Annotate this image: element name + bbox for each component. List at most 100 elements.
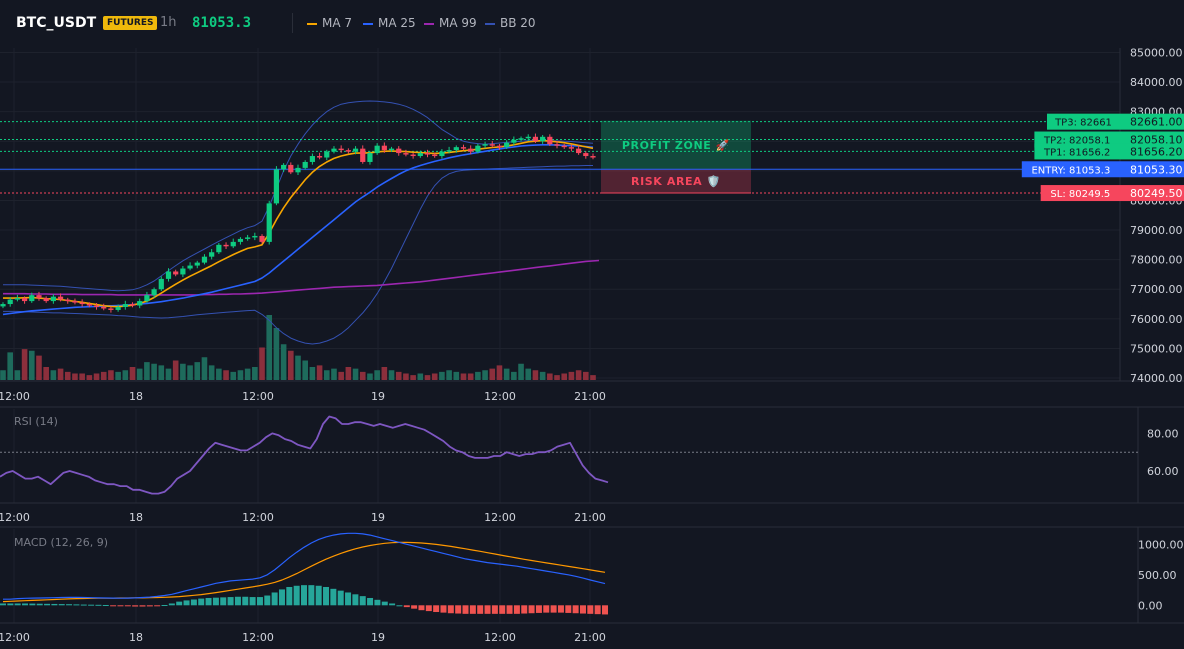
candle-body[interactable] xyxy=(14,298,20,300)
candle-body[interactable] xyxy=(518,138,524,140)
candle-body[interactable] xyxy=(7,299,13,305)
candle-body[interactable] xyxy=(36,295,42,299)
interval-selector[interactable]: 1h xyxy=(160,15,177,30)
legend-bb20[interactable]: BB 20 xyxy=(485,16,536,30)
candle-body[interactable] xyxy=(43,298,49,302)
candle-body[interactable] xyxy=(281,164,287,170)
candle-body[interactable] xyxy=(194,262,200,266)
candle-body[interactable] xyxy=(79,302,85,305)
candle-body[interactable] xyxy=(367,153,373,162)
candle-body[interactable] xyxy=(295,167,301,173)
candle-body[interactable] xyxy=(338,148,344,151)
candle-body[interactable] xyxy=(309,156,315,162)
candle-body[interactable] xyxy=(453,147,459,151)
candle-body[interactable] xyxy=(21,298,28,302)
volume-bar xyxy=(475,371,481,380)
candle-body[interactable] xyxy=(554,144,560,146)
candle-body[interactable] xyxy=(504,142,510,148)
legend-ma7[interactable]: MA 7 xyxy=(307,16,352,30)
candle-body[interactable] xyxy=(561,145,567,148)
candle-body[interactable] xyxy=(316,156,323,158)
candle-body[interactable] xyxy=(122,304,128,307)
candle-body[interactable] xyxy=(209,252,215,257)
candle-body[interactable] xyxy=(72,301,78,303)
candle-body[interactable] xyxy=(137,301,143,306)
candle-body[interactable] xyxy=(381,145,387,151)
candle-body[interactable] xyxy=(568,147,575,149)
candle-body[interactable] xyxy=(223,244,229,247)
candle-body[interactable] xyxy=(158,278,164,290)
candle-body[interactable] xyxy=(0,304,6,307)
candle-body[interactable] xyxy=(432,154,438,157)
candle-body[interactable] xyxy=(288,164,294,173)
candles[interactable] xyxy=(0,133,596,313)
bb-lower-line xyxy=(3,165,593,345)
candle-body[interactable] xyxy=(57,296,64,300)
candle-body[interactable] xyxy=(144,295,150,302)
macd-pane[interactable]: MACD (12, 26, 9) 1000.00 500.00 0.00 xyxy=(0,532,1184,615)
candle-body[interactable] xyxy=(403,153,409,155)
candle-body[interactable] xyxy=(482,144,488,146)
legend-ma25[interactable]: MA 25 xyxy=(363,16,416,30)
candle-body[interactable] xyxy=(590,156,596,158)
candle-body[interactable] xyxy=(50,296,56,302)
candle-body[interactable] xyxy=(489,144,495,146)
candle-body[interactable] xyxy=(65,299,71,302)
candle-body[interactable] xyxy=(115,307,121,310)
candle-body[interactable] xyxy=(129,304,136,306)
candle-body[interactable] xyxy=(396,148,402,154)
macd-histogram-bar xyxy=(271,592,278,606)
candle-body[interactable] xyxy=(302,161,308,168)
candle-body[interactable] xyxy=(446,150,452,152)
macd-histogram-bar xyxy=(293,585,300,606)
candle-body[interactable] xyxy=(511,139,517,143)
legend-ma99[interactable]: MA 99 xyxy=(424,16,477,30)
candle-body[interactable] xyxy=(230,241,236,247)
candle-body[interactable] xyxy=(245,237,251,239)
candle-body[interactable] xyxy=(201,256,208,263)
candle-body[interactable] xyxy=(360,148,366,162)
candle-body[interactable] xyxy=(525,136,531,139)
candle-body[interactable] xyxy=(93,305,100,307)
candle-body[interactable] xyxy=(108,308,114,310)
macd-x-tick-label: 21:00 xyxy=(574,631,606,644)
candle-body[interactable] xyxy=(180,268,186,275)
candle-body[interactable] xyxy=(468,148,474,152)
candle-body[interactable] xyxy=(187,265,193,269)
candle-body[interactable] xyxy=(410,154,416,157)
candle-body[interactable] xyxy=(496,145,503,148)
candle-body[interactable] xyxy=(165,271,172,279)
candle-body[interactable] xyxy=(547,136,553,145)
candle-body[interactable] xyxy=(273,169,280,204)
candle-body[interactable] xyxy=(439,151,445,157)
rsi-pane[interactable]: RSI (14) 80.00 60.00 xyxy=(0,415,1179,495)
candle-body[interactable] xyxy=(532,136,539,142)
candle-body[interactable] xyxy=(237,238,244,242)
candle-body[interactable] xyxy=(216,244,222,253)
candle-body[interactable] xyxy=(424,153,431,155)
candle-body[interactable] xyxy=(252,235,258,238)
volume-bar xyxy=(244,368,251,380)
candle-body[interactable] xyxy=(29,295,35,302)
candle-body[interactable] xyxy=(266,203,272,242)
candle-body[interactable] xyxy=(101,307,107,309)
candle-body[interactable] xyxy=(417,153,423,157)
candle-body[interactable] xyxy=(576,148,582,154)
candle-body[interactable] xyxy=(173,271,179,275)
main-x-tick-label: 12:00 xyxy=(484,390,516,403)
symbol-label[interactable]: BTC_USDT xyxy=(16,15,97,31)
candle-body[interactable] xyxy=(331,148,337,152)
candle-body[interactable] xyxy=(374,145,380,154)
candle-body[interactable] xyxy=(460,147,467,149)
candle-body[interactable] xyxy=(259,235,265,242)
candle-body[interactable] xyxy=(352,148,359,152)
candle-body[interactable] xyxy=(583,153,589,157)
candle-body[interactable] xyxy=(324,151,330,158)
candle-body[interactable] xyxy=(475,145,481,152)
candle-body[interactable] xyxy=(540,136,546,142)
candle-body[interactable] xyxy=(86,304,92,306)
candle-body[interactable] xyxy=(345,150,351,152)
candle-body[interactable] xyxy=(151,289,157,296)
candle-body[interactable] xyxy=(388,148,395,151)
